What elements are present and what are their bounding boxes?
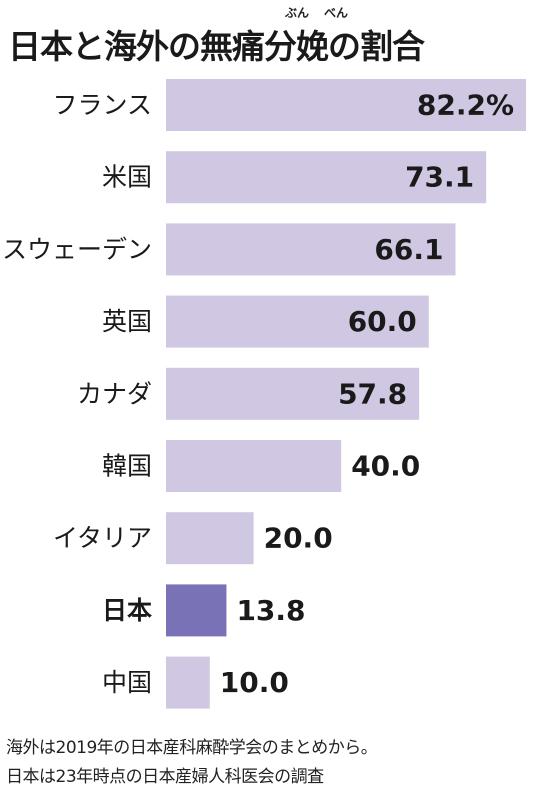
bar-7 [166, 584, 227, 637]
value-label-3: 60.0 [348, 305, 417, 338]
category-label-5: 韓国 [102, 452, 152, 481]
value-label-6: 20.0 [264, 522, 333, 555]
bar-6 [166, 512, 254, 565]
bar-8 [166, 656, 210, 709]
chart-title: 日本と海外の無痛分娩の割合 [8, 27, 425, 66]
value-label-8: 10.0 [220, 666, 289, 699]
category-label-6: イタリア [53, 524, 152, 553]
value-label-1: 73.1 [405, 161, 474, 194]
category-label-4: カナダ [77, 379, 152, 408]
category-label-1: 米国 [102, 163, 152, 192]
value-label-4: 57.8 [338, 377, 407, 410]
category-label-0: フランス [52, 91, 152, 120]
ruby-ben: べん [324, 6, 349, 20]
value-label-7: 13.8 [236, 594, 305, 627]
bar-3 [166, 295, 429, 348]
source-note-2: 日本は23年時点の日本産婦人科医会の調査 [6, 767, 324, 787]
chart-title-block: ぶん べん 日本と海外の無痛分娩の割合 [8, 0, 538, 70]
category-label-3: 英国 [102, 307, 152, 336]
value-label-2: 66.1 [374, 233, 443, 266]
category-label-8: 中国 [102, 668, 152, 697]
bar-2 [166, 223, 456, 276]
value-label-5: 40.0 [351, 450, 420, 483]
bar-1 [166, 151, 487, 204]
source-note-1: 海外は2019年の日本産科麻酔学会のまとめから。 [6, 738, 378, 758]
ruby-bun: ぶん [285, 6, 310, 20]
value-label-0: 82.2% [417, 89, 514, 122]
category-label-2: スウェーデン [2, 235, 152, 264]
bar-5 [166, 440, 342, 492]
bar-0 [166, 79, 527, 131]
category-label-7: 日本 [102, 596, 152, 625]
bar-4 [166, 367, 420, 420]
bar-chart: フランス 82.2% 米国 73.1 スウェーデン 66.1 英国 60.0 カナダ 57.8 韓国… [2, 79, 527, 709]
